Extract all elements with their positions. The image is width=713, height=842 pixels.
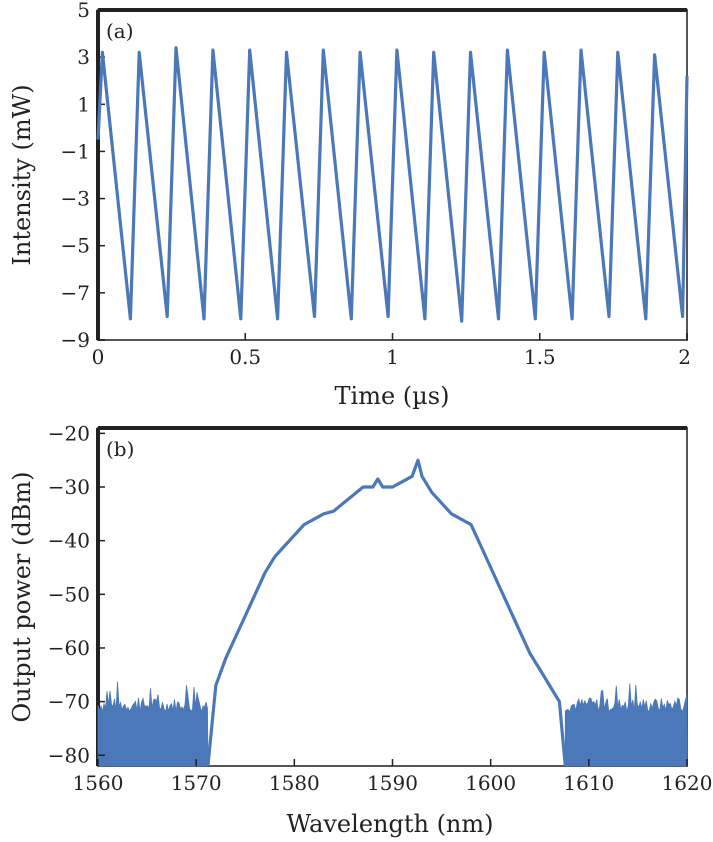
panel-b-y-tick-label: −80 <box>48 743 90 767</box>
panel-b-noise-band <box>97 681 209 767</box>
panel-b-y-tick-label: −40 <box>48 529 90 553</box>
panel-b-y-ticks: −20 −30 −40 −50 −60 −70 −80 <box>48 421 105 767</box>
panel-a-x-tick-label: 2 <box>678 345 691 369</box>
panel-a-y-tick-label: 1 <box>77 92 90 116</box>
panel-b-x-tick-label: 1620 <box>662 771 713 795</box>
panel-a-x-tick-label: 0.5 <box>229 345 261 369</box>
panel-b-y-axis-title: Output power (dBm) <box>8 471 36 722</box>
panel-b: (b) −20−30−40−50−60−70−80 1560 1570 1580 15… <box>8 421 712 838</box>
panel-a-y-tick-label: −1 <box>61 139 90 163</box>
panel-a-y-tick-label: −9 <box>61 328 90 352</box>
panel-a-x-axis-title: Time (µs) <box>335 382 450 410</box>
panel-b-y-tick-label: −30 <box>48 475 90 499</box>
panel-a-series-line <box>96 46 689 323</box>
panel-a-x-ticks: 0 0.5 1 1.5 2 <box>92 333 691 369</box>
panel-a-x-tick-label: 0 <box>92 345 105 369</box>
panel-a-y-axis-title: Intensity (mW) <box>8 84 36 265</box>
panel-b-x-tick-label: 1610 <box>563 771 614 795</box>
panel-b-series-line <box>206 458 567 767</box>
panel-b-x-tick-label: 1600 <box>465 771 516 795</box>
panel-a-y-ticks: 5 3 1 −1 −3 −5 −7 −9 <box>61 0 105 352</box>
panel-a-x-tick-label: 1 <box>386 345 399 369</box>
panel-a: (a) 5 3 1 −1 −3 −5 −7 −9 0 0.5 1 1.5 2 Time (µs) In… <box>8 0 691 410</box>
panel-a-y-tick-label: 5 <box>77 0 90 22</box>
panel-b-label: (b) <box>106 437 134 461</box>
panel-b-y-tick-label: −50 <box>48 582 90 606</box>
panel-a-y-tick-label: −7 <box>61 281 90 305</box>
panel-b-x-tick-label: 1570 <box>171 771 222 795</box>
panel-a-y-tick-label: −3 <box>61 187 90 211</box>
panel-b-noise-floor <box>97 681 688 767</box>
panel-a-y-tick-label: −5 <box>61 234 90 258</box>
panel-a-x-tick-label: 1.5 <box>524 345 556 369</box>
panel-b-x-tick-label: 1560 <box>73 771 124 795</box>
panel-b-y-tick-label: −60 <box>48 636 90 660</box>
panel-b-noise-band <box>564 683 688 767</box>
panel-b-x-axis-title: Wavelength (nm) <box>286 810 493 838</box>
panel-b-x-ticks: 1560 1570 1580 1590 1600 1610 1620 <box>73 759 713 795</box>
panel-b-x-tick-label: 1590 <box>367 771 418 795</box>
panel-a-label: (a) <box>106 19 134 43</box>
panel-b-x-tick-label: 1580 <box>269 771 320 795</box>
panel-b-y-tick-label: −70 <box>48 690 90 714</box>
panel-b-y-tick-label: −20 <box>48 421 90 445</box>
panel-a-y-tick-label: 3 <box>77 45 90 69</box>
